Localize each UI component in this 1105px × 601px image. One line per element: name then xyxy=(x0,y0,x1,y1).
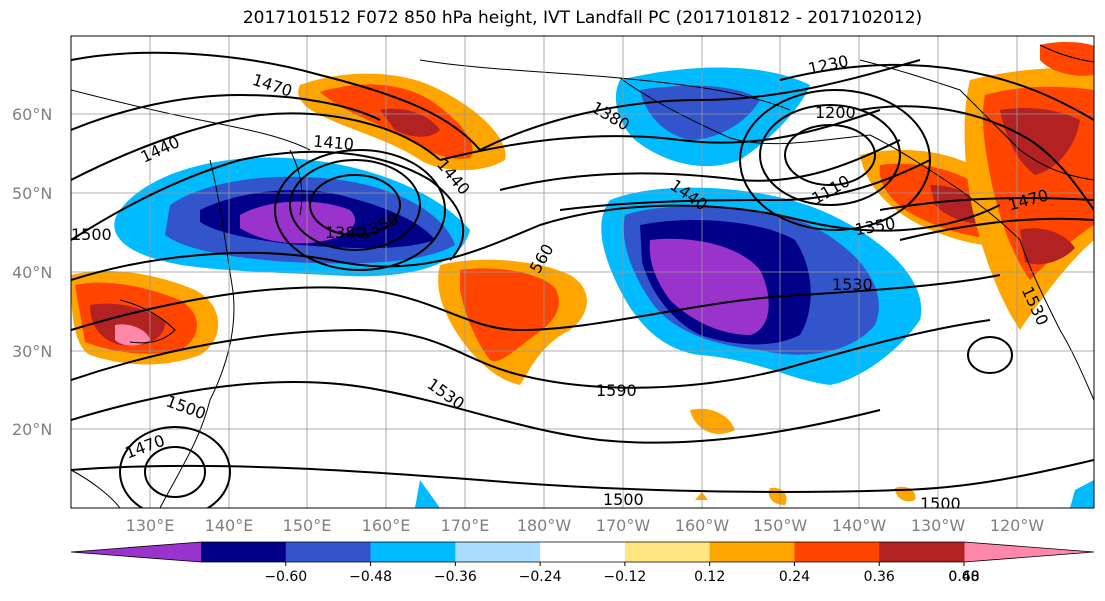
colorbar-tick-label: 0.60 xyxy=(948,569,979,585)
lon-label: 120°W xyxy=(990,516,1045,535)
colorbar-tick-label: −0.24 xyxy=(519,569,562,585)
lon-label: 170°E xyxy=(441,516,490,535)
colorbar-outline xyxy=(70,541,1095,563)
colorbar-segment xyxy=(201,542,287,562)
colorbar-tick-label: 0.12 xyxy=(694,569,725,585)
colorbar-segment xyxy=(455,542,541,562)
contour-label: 1530 xyxy=(832,275,873,294)
colorbar-tick-label: 0.36 xyxy=(864,569,895,585)
lon-label: 140°E xyxy=(205,516,254,535)
contour-label: 1200 xyxy=(815,103,856,122)
colorbar-segment xyxy=(879,542,965,562)
latitude-labels: 60°N 50°N 40°N 30°N 20°N xyxy=(12,105,52,439)
height-contours xyxy=(71,51,1094,508)
colorbar-segment xyxy=(964,542,1094,562)
colorbar-tick-label: −0.60 xyxy=(264,569,307,585)
lon-label: 160°W xyxy=(675,516,730,535)
colorbar-segment xyxy=(71,542,201,562)
colorbar-segment xyxy=(709,542,795,562)
lon-label: 130°E xyxy=(126,516,175,535)
lat-label: 30°N xyxy=(12,342,52,361)
lon-label: 170°W xyxy=(596,516,651,535)
lon-label: 130°W xyxy=(911,516,966,535)
ivt-negative-shading xyxy=(114,67,1094,508)
map-plot-area: 1470 1440 1500 1410 1440 1350 1380 560 1… xyxy=(71,36,1094,513)
lat-label: 50°N xyxy=(12,184,52,203)
colorbar: −0.60 −0.48 −0.36 −0.24 −0.12 0.12 0.24 0.36 0.4… xyxy=(70,541,1095,585)
longitude-labels: 130°E 140°E 150°E 160°E 170°E 180°W 170°… xyxy=(126,516,1045,535)
map-title: 2017101512 F072 850 hPa height, IVT Land… xyxy=(242,8,923,28)
lon-label: 140°W xyxy=(832,516,887,535)
colorbar-segment xyxy=(540,542,626,562)
contour-label: 1500 xyxy=(71,225,112,244)
contour-label: 1380 xyxy=(325,223,366,242)
colorbar-segment xyxy=(285,542,372,562)
contour-label: 1500 xyxy=(603,490,644,509)
contour-label: 1500 xyxy=(920,494,961,513)
colorbar-tick-label: 0.48 xyxy=(948,569,979,585)
lat-label: 40°N xyxy=(12,263,52,282)
colorbar-segment xyxy=(370,542,456,562)
lat-label: 20°N xyxy=(12,420,52,439)
colorbar-segment xyxy=(624,542,711,562)
colorbar-tick-label: −0.12 xyxy=(603,569,646,585)
colorbar-segment xyxy=(794,542,880,562)
lon-label: 150°W xyxy=(753,516,808,535)
coastlines xyxy=(71,44,1094,508)
contour-label: 1410 xyxy=(312,132,354,154)
colorbar-tick-label: −0.48 xyxy=(349,569,392,585)
contour-label: 1590 xyxy=(596,381,637,400)
lat-label: 60°N xyxy=(12,105,52,124)
colorbar-tick-label: 0.24 xyxy=(779,569,810,585)
lon-label: 150°E xyxy=(283,516,332,535)
colorbar-tick-label: −0.36 xyxy=(434,569,477,585)
lon-label: 180°W xyxy=(517,516,572,535)
map-frame xyxy=(70,35,1095,509)
lon-label: 160°E xyxy=(362,516,411,535)
